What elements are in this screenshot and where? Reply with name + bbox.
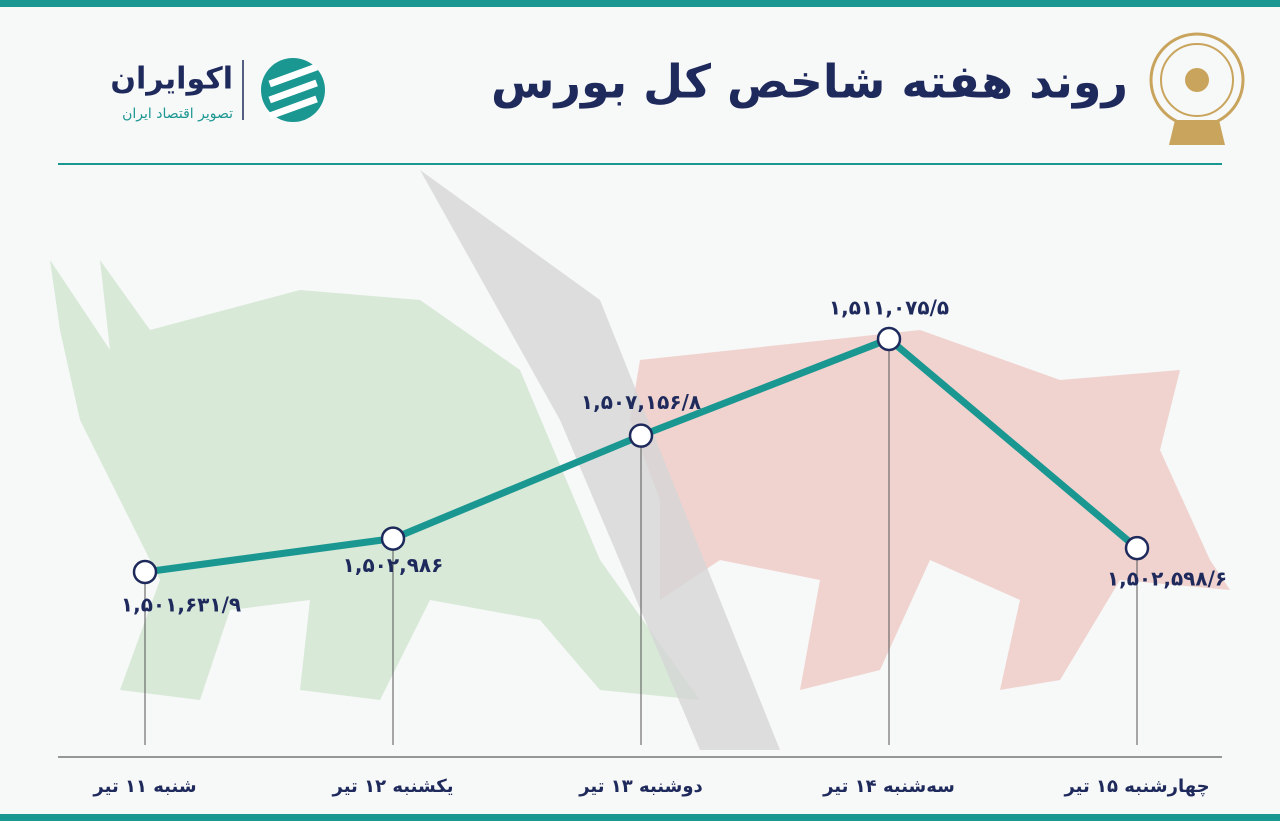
value-label: ۱,۵۰۷,۱۵۶/۸ — [581, 390, 701, 414]
bull-silhouette — [50, 260, 700, 700]
brand-tagline: تصویر اقتصاد ایران — [122, 106, 233, 122]
top-border — [0, 0, 1280, 7]
arrow-silhouette — [420, 170, 780, 750]
point — [1124, 535, 1150, 561]
value-label: ۱,۵۱۱,۰۷۵/۵ — [829, 296, 949, 320]
value-label: ۱,۵۰۲,۵۹۸/۶ — [1107, 567, 1227, 591]
value-label: ۱,۵۰۲,۹۸۶ — [343, 553, 444, 577]
brand-name: اکوایران — [110, 62, 233, 97]
brand-logo — [261, 58, 325, 122]
x-tick-label: شنبه ۱۱ تیر — [92, 776, 196, 797]
point — [380, 526, 406, 551]
x-tick-label: یکشنبه ۱۲ تیر — [332, 776, 454, 797]
x-tick-label: چهارشنبه ۱۵ تیر — [1063, 776, 1209, 797]
value-label: ۱,۵۰۱,۶۳۱/۹ — [121, 593, 241, 617]
bourse-logo — [1149, 32, 1245, 145]
point — [876, 326, 902, 352]
bottom-border — [0, 814, 1280, 821]
title: روند هفته شاخص کل بورس — [491, 55, 1128, 109]
point — [628, 423, 654, 448]
point — [132, 559, 158, 585]
x-tick-label: سه‌شنبه ۱۴ تیر — [822, 776, 955, 797]
x-tick-label: دوشنبه ۱۳ تیر — [578, 776, 703, 797]
bear-silhouette — [630, 330, 1230, 690]
